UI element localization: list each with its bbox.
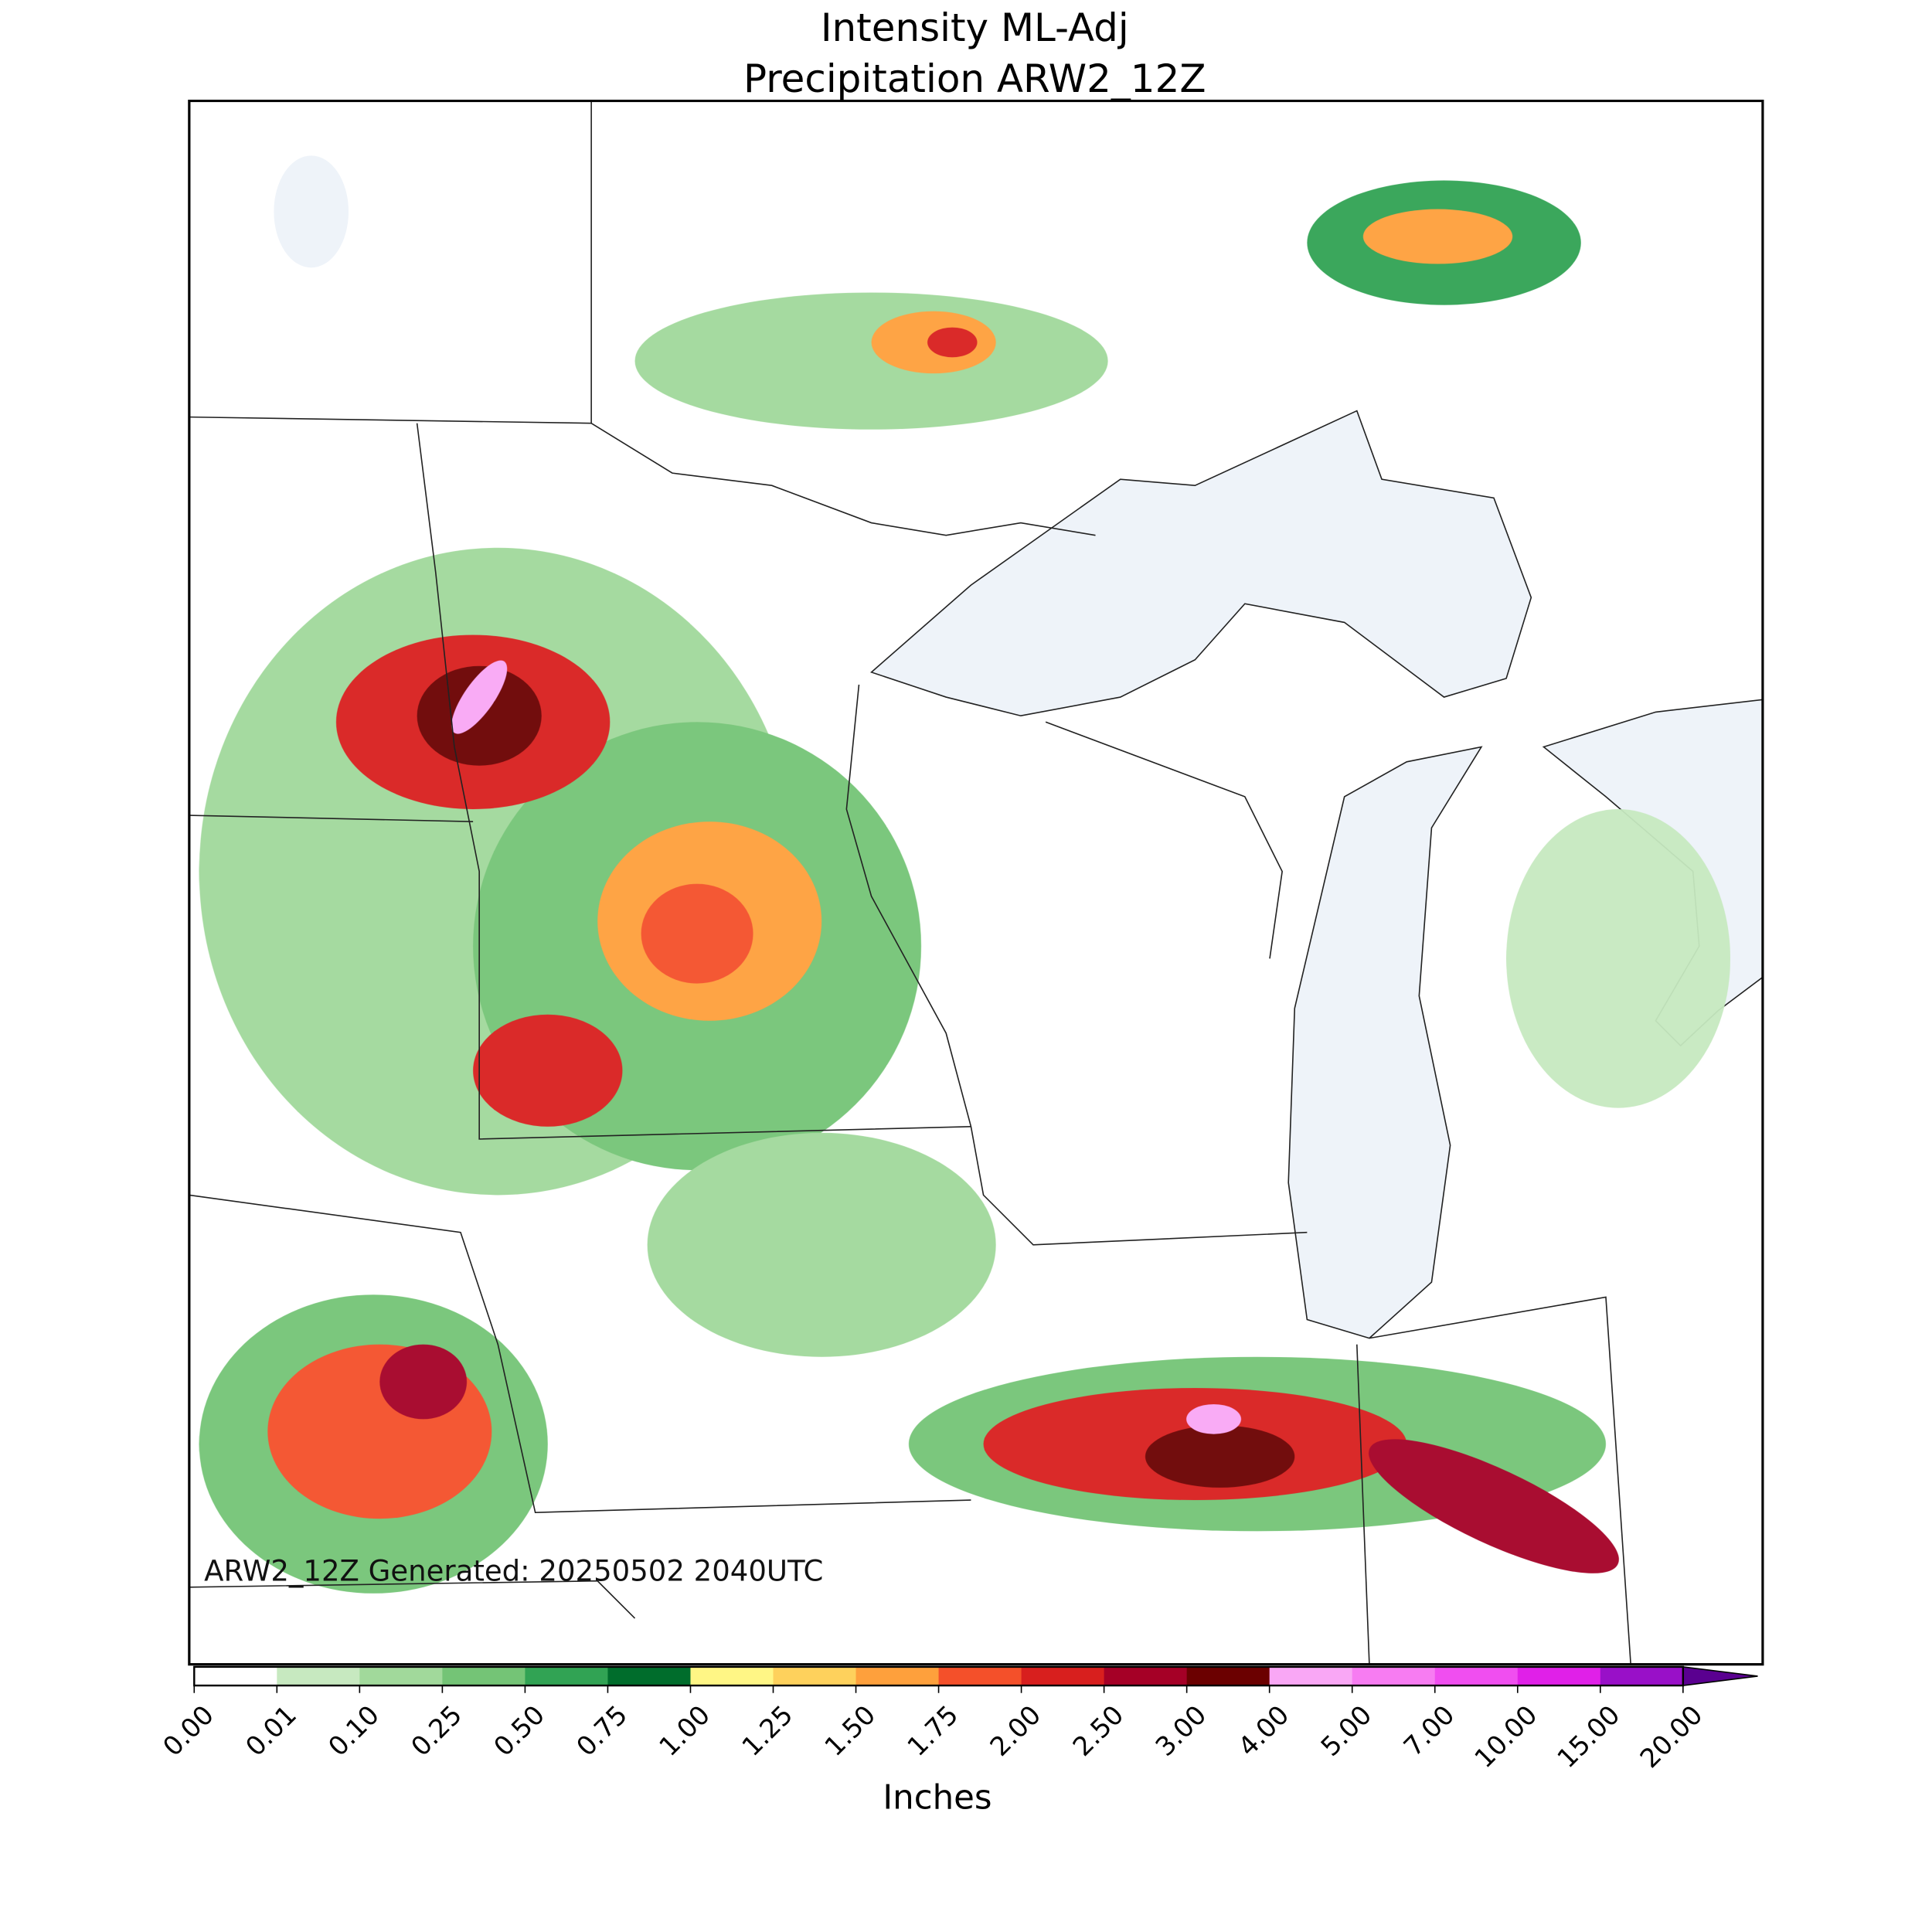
colorbar-tick-label: 1.25 [736, 1699, 799, 1762]
colorbar-segment [1021, 1666, 1105, 1686]
colorbar: 0.00 0.01 0.10 0.25 0.50 0.75 1.00 1.25 1.50 1.75… [157, 1665, 1758, 1774]
colorbar-tick-label: 0.01 [240, 1699, 302, 1762]
colorbar-tick-label: 1.50 [819, 1699, 882, 1762]
colorbar-segment [1104, 1666, 1188, 1686]
colorbar-tick-label: 0.25 [405, 1699, 468, 1762]
colorbar-tick-label: 3.00 [1150, 1699, 1213, 1762]
colorbar-tick-label: 20.00 [1634, 1699, 1709, 1774]
colorbar-segment [442, 1666, 526, 1686]
title-line: Intensity ML-Adj [821, 5, 1129, 50]
colorbar-segment [607, 1666, 692, 1686]
map: ARW2_12Z Generated: 20250502 2040UTC [189, 100, 1763, 1665]
borders [189, 100, 1631, 1665]
colorbar-tick-label: 4.00 [1233, 1699, 1295, 1762]
precipitation [199, 180, 1731, 1594]
colorbar-tick-label: 7.00 [1398, 1699, 1461, 1762]
colorbar-tick-label: 2.00 [985, 1699, 1047, 1762]
colorbar-tick-label: 15.00 [1552, 1699, 1626, 1774]
colorbar-segment [855, 1666, 940, 1686]
colorbar-segment [277, 1666, 361, 1686]
colorbar-segment [1186, 1666, 1270, 1686]
colorbar-extend [1682, 1665, 1758, 1686]
title-line: Precipitation ARW2_12Z [743, 56, 1206, 101]
colorbar-tick-label: 1.75 [902, 1699, 964, 1762]
lake-superior [869, 410, 1532, 717]
colorbar-tick-label: 0.00 [157, 1699, 219, 1762]
colorbar-segment [938, 1666, 1022, 1686]
colorbar-tick-label: 0.10 [322, 1699, 385, 1762]
colorbar-segment [1352, 1666, 1436, 1686]
lake-michigan [1287, 746, 1483, 1339]
colorbar-segment [359, 1666, 444, 1686]
colorbar-segment [773, 1666, 857, 1686]
map-frame [188, 99, 1764, 1666]
colorbar-label: Inches [883, 1779, 992, 1818]
colorbar-tick-label: 2.50 [1067, 1699, 1130, 1762]
colorbar-segment [1269, 1666, 1353, 1686]
colorbar-tick-label: 1.00 [654, 1699, 716, 1762]
colorbar-tick-label: 10.00 [1469, 1699, 1543, 1774]
colorbar-segment [194, 1666, 278, 1686]
colorbar-segment [1434, 1666, 1519, 1686]
annotation: ARW2_12Z Generated: 20250502 2040UTC [204, 1555, 823, 1588]
colorbar-segment [1600, 1666, 1684, 1686]
colorbar-tick-label: 0.75 [570, 1699, 633, 1762]
colorbar-segment [690, 1666, 774, 1686]
colorbar-segment [525, 1666, 609, 1686]
colorbar-segment [1517, 1666, 1601, 1686]
lake [274, 155, 349, 268]
colorbar-tick-label: 0.50 [488, 1699, 550, 1762]
colorbar-tick-label: 5.00 [1315, 1699, 1378, 1762]
